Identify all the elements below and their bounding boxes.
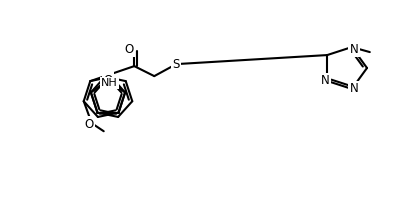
Text: NH: NH (101, 78, 118, 88)
Text: S: S (173, 58, 180, 71)
Text: O: O (103, 73, 113, 86)
Text: N: N (321, 75, 329, 87)
Text: O: O (84, 118, 93, 131)
Text: O: O (125, 43, 134, 56)
Text: N: N (349, 83, 358, 95)
Text: N: N (349, 43, 358, 56)
